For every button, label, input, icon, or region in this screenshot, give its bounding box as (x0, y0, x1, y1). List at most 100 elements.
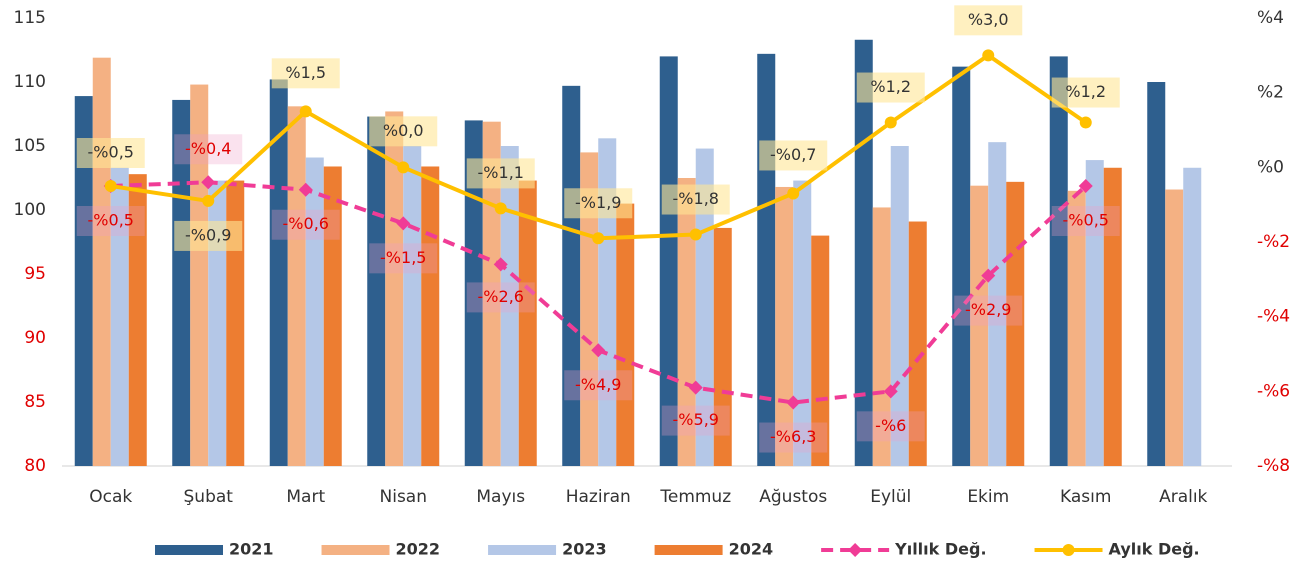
marker (883, 384, 898, 399)
value-label: %1,2 (870, 77, 911, 96)
label-box (856, 72, 925, 103)
value-label: %1,2 (1065, 82, 1106, 101)
value-label: -%1,8 (673, 189, 719, 208)
x-tick-label: Mart (286, 487, 325, 507)
bar (1085, 160, 1104, 466)
x-tick-label: Temmuz (659, 487, 731, 507)
y2-tick-label: %0 (1257, 157, 1284, 177)
bar (811, 235, 830, 466)
bar (385, 111, 404, 466)
legend-swatch (321, 545, 390, 555)
value-label: -%0,5 (88, 143, 134, 162)
label-box (564, 188, 633, 219)
label-box (954, 5, 1023, 36)
marker (298, 182, 313, 197)
bar (323, 166, 342, 467)
label-box (1051, 206, 1120, 236)
label-box (174, 220, 243, 251)
bar (128, 174, 147, 466)
value-label: -%1,1 (478, 163, 524, 182)
label-box (759, 140, 828, 171)
legend-label: 2022 (396, 540, 441, 559)
marker (494, 202, 507, 215)
bar (908, 221, 927, 466)
marker (202, 194, 215, 207)
bar (952, 66, 971, 466)
value-label: -%6 (875, 416, 906, 435)
bar (464, 120, 483, 467)
y-tick-label: 110 (14, 72, 46, 92)
bar (208, 180, 227, 466)
x-tick-label: Nisan (380, 487, 428, 507)
legend-label: 2023 (562, 540, 607, 559)
bar (1165, 189, 1184, 466)
value-label: -%1,5 (380, 248, 426, 267)
bar (269, 79, 288, 466)
legend-marker (1062, 544, 1075, 556)
bar (403, 146, 422, 466)
marker (1078, 179, 1093, 193)
bar (775, 186, 794, 466)
y2-tick-label: -%6 (1257, 381, 1290, 401)
legend-swatch (654, 545, 723, 555)
bar (518, 180, 537, 466)
x-tick-label: Haziran (566, 487, 631, 507)
bar (110, 167, 129, 466)
value-label: -%0,6 (283, 214, 329, 233)
marker (1079, 116, 1092, 129)
bar (421, 166, 440, 467)
x-tick-label: Ekim (967, 487, 1009, 507)
marker (299, 105, 312, 118)
y-tick-label: 90 (24, 328, 46, 348)
value-label: -%0,9 (185, 225, 231, 244)
marker (493, 257, 508, 272)
marker (201, 175, 216, 190)
y2-tick-label: -%4 (1257, 307, 1290, 327)
label-box (759, 422, 828, 453)
bar (988, 142, 1007, 466)
bar (500, 146, 519, 466)
x-tick-label: Kasım (1060, 487, 1111, 507)
value-label: -%2,9 (965, 300, 1011, 319)
value-label: -%2,6 (478, 287, 524, 306)
label-box (661, 184, 730, 215)
label-box (271, 58, 340, 89)
label-box (271, 209, 340, 240)
bar (659, 56, 678, 467)
legend-swatch (155, 545, 223, 555)
bar (872, 207, 891, 466)
bar (793, 180, 812, 466)
label-box (174, 134, 243, 165)
y-tick-label: 105 (14, 136, 46, 156)
bar (757, 53, 776, 467)
marker (786, 395, 801, 410)
value-label: -%4,9 (575, 375, 621, 394)
label-box (466, 158, 535, 189)
value-label: %1,5 (285, 63, 326, 82)
x-tick-label: Ocak (89, 487, 132, 507)
label-box (76, 206, 145, 236)
value-label: -%0,5 (88, 211, 134, 230)
marker (591, 343, 606, 358)
value-label: -%5,9 (673, 410, 719, 429)
value-label: -%1,9 (575, 193, 621, 212)
bar (305, 157, 324, 466)
legend-swatch (488, 545, 557, 555)
y-tick-label: 95 (24, 264, 46, 284)
bar (287, 106, 306, 466)
marker (397, 161, 410, 174)
bar (616, 203, 635, 466)
y2-tick-label: %2 (1257, 83, 1284, 103)
bar (598, 138, 617, 466)
bar (1067, 190, 1086, 467)
label-box (564, 370, 633, 401)
marker (592, 232, 605, 245)
bar (1049, 56, 1068, 467)
bar (1183, 167, 1202, 466)
y-tick-label: 100 (14, 200, 46, 220)
legend-label: Yıllık Değ. (894, 540, 986, 559)
marker (104, 180, 117, 192)
legend-marker (848, 543, 863, 557)
y2-tick-label: -%8 (1257, 456, 1290, 476)
